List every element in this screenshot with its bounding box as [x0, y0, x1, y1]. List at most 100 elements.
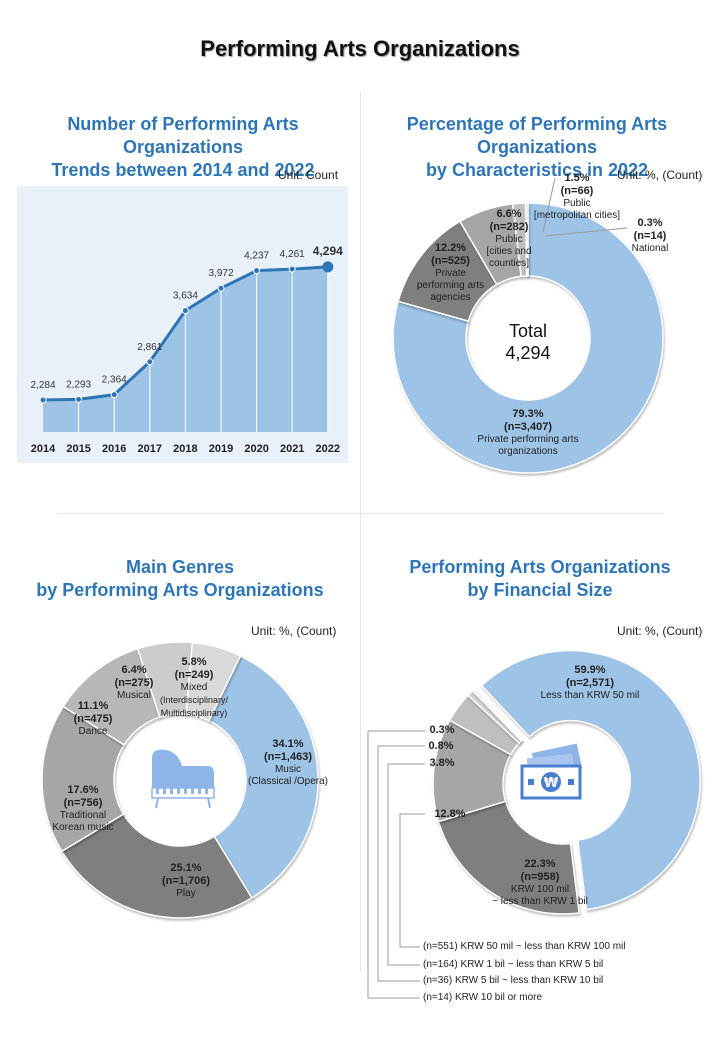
genre-slice — [60, 813, 253, 919]
genre-label-n: (n=756) — [63, 797, 103, 809]
fin-legend-item: (n=36) KRW 5 bil ~ less than KRW 10 bil — [423, 975, 604, 986]
piano-black-key — [205, 788, 208, 794]
fin-label-pct: 0.8% — [428, 740, 454, 752]
piano-black-key — [163, 788, 166, 794]
characteristics-total: Total 4,294 — [478, 320, 578, 364]
genre-label-play: 25.1% (n=1,706) Play — [146, 862, 226, 900]
genre-label-n: (n=475) — [73, 713, 113, 725]
genre-label-name: Multidisciplinary) — [160, 708, 228, 718]
genre-label-name: Music — [274, 764, 302, 775]
fin-label-50-100mil: 12.8% — [428, 808, 472, 821]
genre-label-n: (n=275) — [114, 677, 154, 689]
char-label-public-metro: 1.5% (n=66) Public [metropolitan cities] — [522, 172, 632, 222]
genre-label-pct: 25.1% — [170, 862, 202, 874]
char-label-national: 0.3% (n=14) National — [620, 217, 680, 255]
trend-x-tick-label: 2021 — [280, 443, 304, 455]
fin-label-5-10bil: 0.8% — [423, 740, 459, 753]
genre-label-name: Musical — [117, 690, 151, 701]
char-label-private-orgs: 79.3% (n=3,407) Private performing arts … — [453, 408, 603, 458]
fin-label-pct: 12.8% — [434, 808, 466, 820]
char-label-name: [metropolitan cities] — [533, 210, 621, 221]
char-label-public-cities: 6.6% (n=282) Public [cities and counties… — [478, 208, 540, 270]
trend-x-tick-label: 2016 — [102, 443, 126, 455]
char-label-pct: 12.2% — [434, 242, 467, 254]
fin-label-lt50mil: 59.9% (n=2,571) Less than KRW 50 mil — [525, 664, 655, 702]
trend-x-tick-label: 2017 — [138, 443, 162, 455]
characteristics-chart-title: Percentage of Performing Arts Organizati… — [360, 113, 714, 182]
char-leader-line — [542, 177, 556, 233]
trend-x-tick-label: 2022 — [316, 443, 340, 455]
fin-leader-line — [387, 763, 425, 966]
piano-leg — [207, 797, 211, 809]
genre-label-pct: 34.1% — [272, 738, 304, 750]
financial-chart-title: Performing Arts Organizations by Financi… — [360, 556, 720, 602]
financial-title-line2: by Financial Size — [467, 580, 613, 600]
char-label-n: (n=3,407) — [504, 421, 552, 433]
fin-leader-line — [377, 745, 425, 982]
char-leader-line — [544, 227, 628, 237]
characteristics-unit: Unit: %, (Count) — [617, 168, 703, 182]
characteristics-title-line1: Percentage of Performing Arts Organizati… — [406, 114, 668, 157]
trend-point — [322, 261, 334, 273]
fin-label-n: (n=2,571) — [566, 677, 614, 689]
piano-black-key — [177, 788, 180, 794]
char-label-name: National — [631, 243, 669, 254]
piano-black-key — [191, 788, 194, 794]
fin-slice — [480, 649, 701, 911]
piano-black-key — [184, 788, 187, 794]
genres-chart-title: Main Genres by Performing Arts Organizat… — [0, 556, 360, 602]
bill-dot — [568, 779, 574, 785]
financial-unit: Unit: %, (Count) — [617, 624, 703, 638]
trend-chart-title: Number of Performing Arts Organizations … — [6, 113, 360, 182]
char-label-name: [cities and — [486, 246, 532, 257]
genre-label-n: (n=1,706) — [162, 875, 210, 887]
genre-label-pct: 5.8% — [181, 656, 207, 668]
fin-label-n: (n=958) — [520, 871, 560, 883]
char-label-name: Private — [434, 268, 467, 279]
trend-point — [75, 395, 83, 403]
genre-slice — [41, 705, 126, 853]
trend-x-tick-label: 2020 — [244, 443, 268, 455]
trend-data-label: 4,237 — [244, 251, 269, 262]
char-label-n: (n=14) — [633, 230, 667, 242]
genre-label-traditional: 17.6% (n=756) Traditional Korean music — [38, 784, 128, 834]
trend-data-label: 2,293 — [66, 379, 91, 390]
trend-point — [110, 391, 118, 399]
genre-label-name: Play — [176, 888, 196, 899]
char-label-pct: 6.6% — [496, 208, 522, 220]
total-value: 4,294 — [505, 343, 551, 363]
fin-label-pct: 3.8% — [429, 757, 455, 769]
piano-leg — [155, 797, 159, 809]
trend-data-label: 2,284 — [30, 380, 55, 391]
genre-label-name: Traditional — [59, 810, 107, 821]
trend-point — [253, 267, 261, 275]
genre-label-pct: 17.6% — [67, 784, 99, 796]
genre-label-name: Dance — [78, 726, 108, 737]
trend-unit: Unit: Count — [278, 168, 339, 182]
genre-label-n: (n=249) — [174, 669, 214, 681]
genre-label-mixed: 5.8% (n=249) Mixed (Interdisciplinary/ M… — [146, 656, 242, 720]
fin-slice — [471, 687, 524, 742]
trend-title-line2: Trends between 2014 and 2022 — [51, 160, 315, 180]
trend-x-tick-label: 2019 — [209, 443, 233, 455]
trend-data-label: 3,972 — [208, 268, 233, 279]
characteristics-title-line2: by Characteristics in 2022 — [425, 160, 649, 180]
genre-label-dance: 11.1% (n=475) Dance — [60, 700, 126, 738]
char-label-pct: 79.3% — [512, 408, 544, 420]
piano-icon — [151, 749, 215, 809]
fin-label-pct: 59.9% — [574, 664, 606, 676]
genre-label-name: (Classical /Opera) — [247, 776, 329, 787]
genre-slice — [185, 641, 242, 722]
fin-slice — [437, 800, 581, 915]
char-label-name: performing arts — [416, 280, 485, 291]
page-title: Performing Arts Organizations — [200, 36, 520, 61]
char-label-pct: 0.3% — [637, 217, 663, 229]
genres-title-line1: Main Genres — [125, 557, 235, 577]
piano-black-key — [170, 788, 173, 794]
piano-black-key — [198, 788, 201, 794]
genre-label-music: 34.1% (n=1,463) Music (Classical /Opera) — [238, 738, 338, 788]
piano-body — [152, 749, 214, 788]
